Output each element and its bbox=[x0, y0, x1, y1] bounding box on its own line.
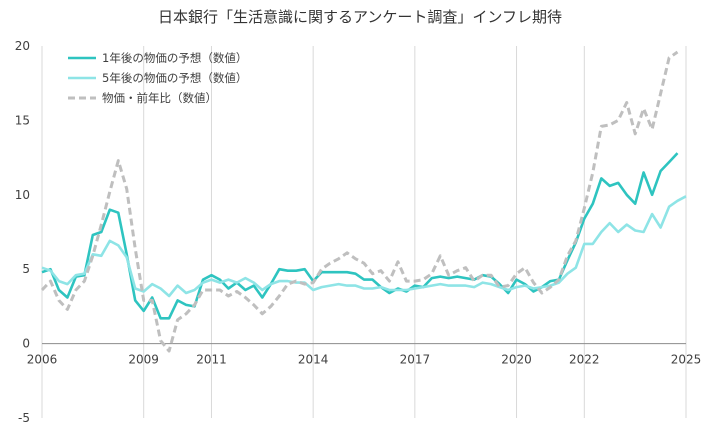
axis-layer: 2006 2009 2011 2014 2017 2020 2022 2025 20 15 10 5 0… bbox=[15, 39, 702, 425]
x-tick-label: 2017 bbox=[400, 353, 431, 367]
chart-title: 日本銀行「生活意識に関するアンケート調査」インフレ期待 bbox=[158, 8, 562, 26]
series-layer bbox=[40, 50, 687, 353]
legend-label-3: 物価・前年比（数値） bbox=[102, 91, 217, 105]
grid-layer bbox=[41, 46, 687, 418]
x-tick-label: 2011 bbox=[196, 353, 227, 367]
x-tick-label: 2009 bbox=[128, 353, 159, 367]
legend-label-1: 1年後の物価の予想（数値） bbox=[102, 51, 247, 65]
y-tick-label: 5 bbox=[22, 262, 30, 276]
y-tick-label: 0 bbox=[22, 337, 30, 351]
series-line-2 bbox=[41, 195, 687, 298]
y-tick-label: 10 bbox=[15, 188, 30, 202]
x-tick-label: 2022 bbox=[569, 353, 600, 367]
x-tick-label: 2006 bbox=[27, 353, 58, 367]
y-tick-label: -5 bbox=[18, 411, 30, 425]
legend-label-2: 5年後の物価の予想（数値） bbox=[102, 71, 247, 85]
series-line-1 bbox=[41, 152, 679, 320]
x-tick-label: 2020 bbox=[501, 353, 532, 367]
series-line-3 bbox=[40, 50, 679, 353]
y-tick-label: 15 bbox=[15, 113, 30, 127]
y-tick-label: 20 bbox=[15, 39, 30, 53]
x-tick-label: 2025 bbox=[671, 353, 702, 367]
x-tick-label: 2014 bbox=[298, 353, 329, 367]
legend: 1年後の物価の予想（数値） 5年後の物価の予想（数値） 物価・前年比（数値） bbox=[68, 51, 247, 105]
